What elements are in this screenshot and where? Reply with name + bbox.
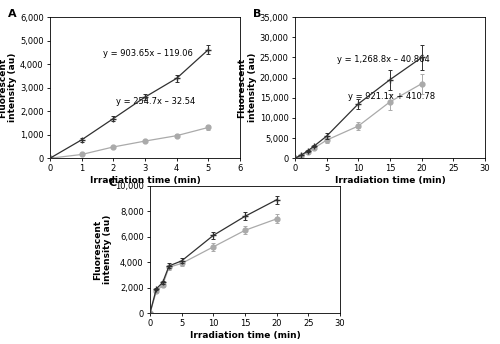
Y-axis label: Fluorescent
intensity (au): Fluorescent intensity (au) (238, 53, 257, 122)
Text: A: A (8, 9, 17, 19)
Text: B: B (253, 9, 262, 19)
Text: y = 921.1x + 410.78: y = 921.1x + 410.78 (348, 92, 436, 101)
X-axis label: Irradiation time (min): Irradiation time (min) (190, 331, 300, 340)
Text: y = 903.65x – 119.06: y = 903.65x – 119.06 (103, 50, 193, 58)
X-axis label: Irradiation time (min): Irradiation time (min) (90, 176, 200, 185)
Y-axis label: Fluorescent
intensity (au): Fluorescent intensity (au) (92, 215, 112, 284)
Text: y = 254.7x – 32.54: y = 254.7x – 32.54 (116, 97, 196, 106)
X-axis label: Irradiation time (min): Irradiation time (min) (334, 176, 446, 185)
Text: C: C (108, 178, 116, 188)
Text: y = 1,268.8x – 40.864: y = 1,268.8x – 40.864 (337, 55, 430, 64)
Y-axis label: Fluorescent
intensity (au): Fluorescent intensity (au) (0, 53, 17, 122)
